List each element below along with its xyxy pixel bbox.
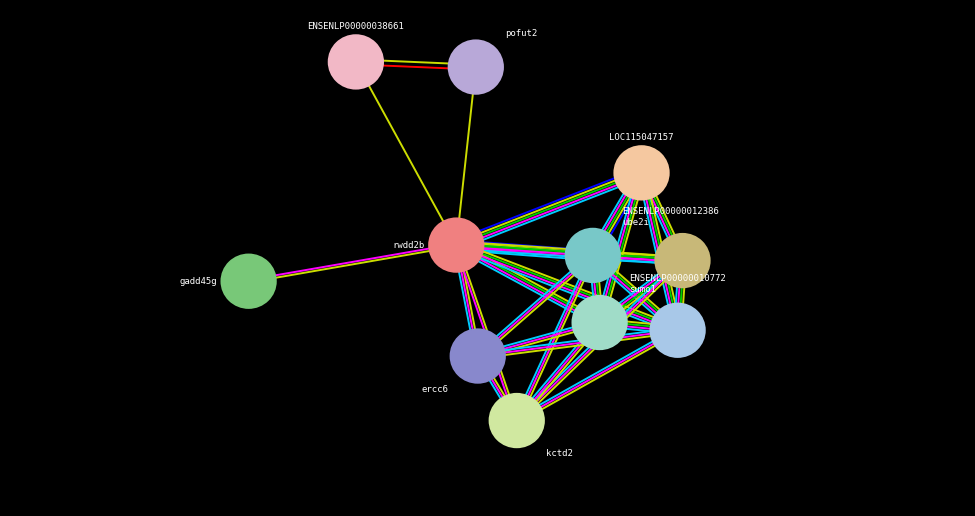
Ellipse shape (614, 146, 669, 200)
Ellipse shape (450, 329, 505, 383)
Ellipse shape (650, 303, 705, 357)
Text: ercc6: ercc6 (421, 385, 448, 394)
Ellipse shape (221, 254, 276, 308)
Text: gadd45g: gadd45g (179, 277, 217, 286)
Ellipse shape (566, 229, 620, 282)
Text: kctd2: kctd2 (546, 449, 573, 458)
Ellipse shape (489, 394, 544, 447)
Text: ENSENLP00000012386
ube2i: ENSENLP00000012386 ube2i (622, 207, 719, 227)
Ellipse shape (429, 218, 484, 272)
Ellipse shape (572, 296, 627, 349)
Ellipse shape (448, 40, 503, 94)
Text: LOC115047157: LOC115047157 (609, 133, 674, 142)
Text: ENSENLP00000038661: ENSENLP00000038661 (307, 22, 405, 31)
Text: pofut2: pofut2 (505, 29, 537, 38)
Ellipse shape (655, 234, 710, 287)
Text: ENSENLP00000010772
sumo1: ENSENLP00000010772 sumo1 (629, 275, 725, 294)
Ellipse shape (329, 35, 383, 89)
Text: rwdd2b: rwdd2b (393, 240, 425, 250)
